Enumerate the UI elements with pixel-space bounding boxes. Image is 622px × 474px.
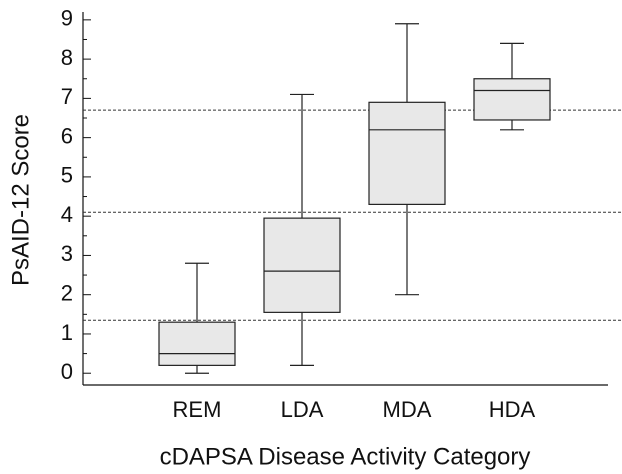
y-axis-title: PsAID-12 Score bbox=[7, 114, 34, 286]
y-tick-label: 6 bbox=[61, 123, 73, 148]
box bbox=[263, 217, 341, 313]
y-tick-label: 1 bbox=[61, 320, 73, 345]
y-tick-label: 3 bbox=[61, 241, 73, 266]
y-tick-label: 5 bbox=[61, 163, 73, 188]
x-tick-label: HDA bbox=[489, 397, 536, 422]
box bbox=[368, 101, 446, 205]
box bbox=[473, 78, 551, 121]
x-tick-label: LDA bbox=[281, 397, 324, 422]
y-tick-label: 4 bbox=[61, 202, 73, 227]
y-tick-label: 7 bbox=[61, 84, 73, 109]
y-tick-label: 2 bbox=[61, 281, 73, 306]
y-tick-label: 8 bbox=[61, 45, 73, 70]
x-axis-title: cDAPSA Disease Activity Category bbox=[160, 443, 531, 470]
x-tick-label: MDA bbox=[383, 397, 432, 422]
y-tick-label: 0 bbox=[61, 359, 73, 384]
x-tick-label: REM bbox=[173, 397, 222, 422]
y-tick-label: 9 bbox=[61, 6, 73, 31]
box bbox=[158, 321, 236, 366]
